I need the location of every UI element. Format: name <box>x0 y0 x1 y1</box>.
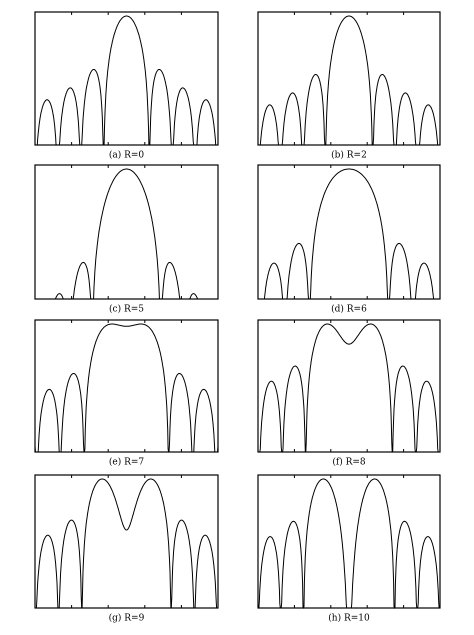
caption: (c) R=5 <box>109 304 144 315</box>
subplot: (a) R=0 <box>34 11 219 161</box>
frame <box>257 11 441 146</box>
caption: (g) R=9 <box>109 613 145 624</box>
curve <box>258 168 440 300</box>
subplot: (f) R=8 <box>257 319 441 468</box>
caption: (a) R=0 <box>109 150 145 161</box>
curve <box>34 323 219 453</box>
curve <box>35 168 218 300</box>
frame <box>257 319 441 453</box>
curve <box>258 478 440 609</box>
caption: (h) R=10 <box>328 613 370 624</box>
subplot: (e) R=7 <box>34 319 219 468</box>
caption: (b) R=2 <box>331 150 367 161</box>
caption: (f) R=8 <box>332 457 366 468</box>
frame <box>34 474 219 609</box>
curve <box>35 15 218 146</box>
frame <box>34 319 219 453</box>
subplot: (h) R=10 <box>257 474 441 624</box>
frame <box>34 164 219 300</box>
subplot: (d) R=6 <box>257 164 441 315</box>
subplot: (b) R=2 <box>257 11 441 161</box>
frame <box>257 474 441 609</box>
subplot: (g) R=9 <box>34 474 219 624</box>
frame <box>257 164 441 300</box>
caption: (d) R=6 <box>331 304 367 315</box>
frame <box>34 11 219 146</box>
caption: (e) R=7 <box>109 457 145 468</box>
curve <box>35 478 218 609</box>
curve <box>258 15 440 146</box>
subplot: (c) R=5 <box>34 164 219 315</box>
curve <box>258 323 440 453</box>
